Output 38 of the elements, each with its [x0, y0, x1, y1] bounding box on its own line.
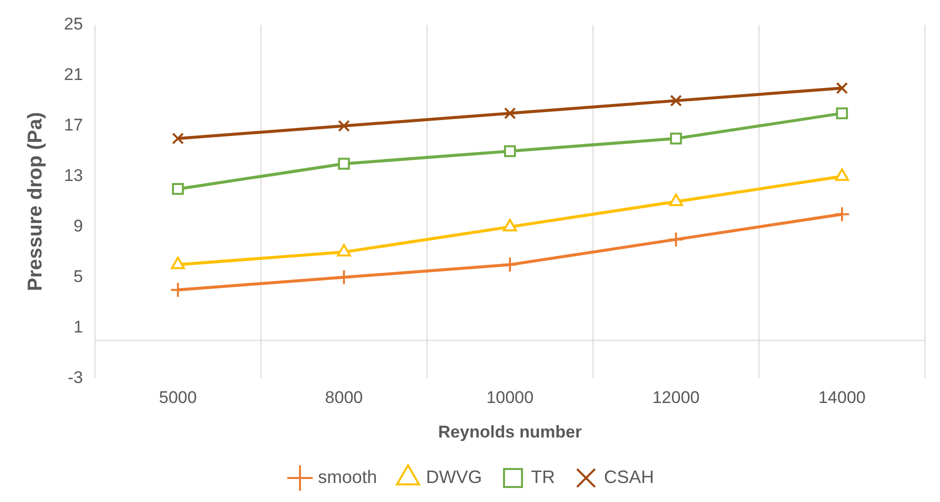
legend-label: DWVG: [426, 466, 482, 487]
y-tick-label: 25: [64, 14, 83, 34]
point: [504, 145, 516, 158]
point: [670, 132, 682, 144]
point: [834, 206, 850, 222]
point: [836, 107, 848, 120]
x-tick-label: 5000: [159, 388, 197, 408]
point: [668, 231, 684, 248]
y-tick-label: 21: [64, 65, 83, 84]
x-tick-label: 10000: [486, 388, 534, 408]
point: [502, 256, 518, 273]
point: [836, 82, 848, 94]
point: [172, 132, 184, 144]
x-axis-title: Reynolds number: [438, 422, 582, 442]
point: [338, 120, 350, 132]
point: [504, 107, 516, 120]
point: [172, 183, 184, 195]
point: [170, 282, 186, 298]
y-tick-label: 17: [64, 116, 83, 135]
y-tick-label: 13: [64, 166, 83, 186]
y-axis-title: Pressure drop (Pa): [24, 112, 47, 292]
x-tick-label: 14000: [818, 388, 866, 408]
y-tick-label: 1: [73, 317, 83, 336]
point: [336, 244, 351, 257]
x-tick-label: 12000: [652, 388, 700, 408]
legend-label: smooth: [318, 466, 378, 487]
point: [502, 218, 518, 232]
point: [336, 269, 352, 286]
y-tick-label: 5: [73, 266, 83, 286]
y-tick-label: -3: [68, 368, 83, 387]
y-tick-label: 9: [73, 216, 83, 236]
legend-label: TR: [531, 466, 556, 487]
point: [670, 94, 682, 107]
x-tick-label: 8000: [325, 388, 363, 408]
point: [338, 158, 350, 170]
point: [170, 256, 185, 270]
legend-label: CSAH: [604, 466, 654, 487]
point: [668, 194, 684, 206]
